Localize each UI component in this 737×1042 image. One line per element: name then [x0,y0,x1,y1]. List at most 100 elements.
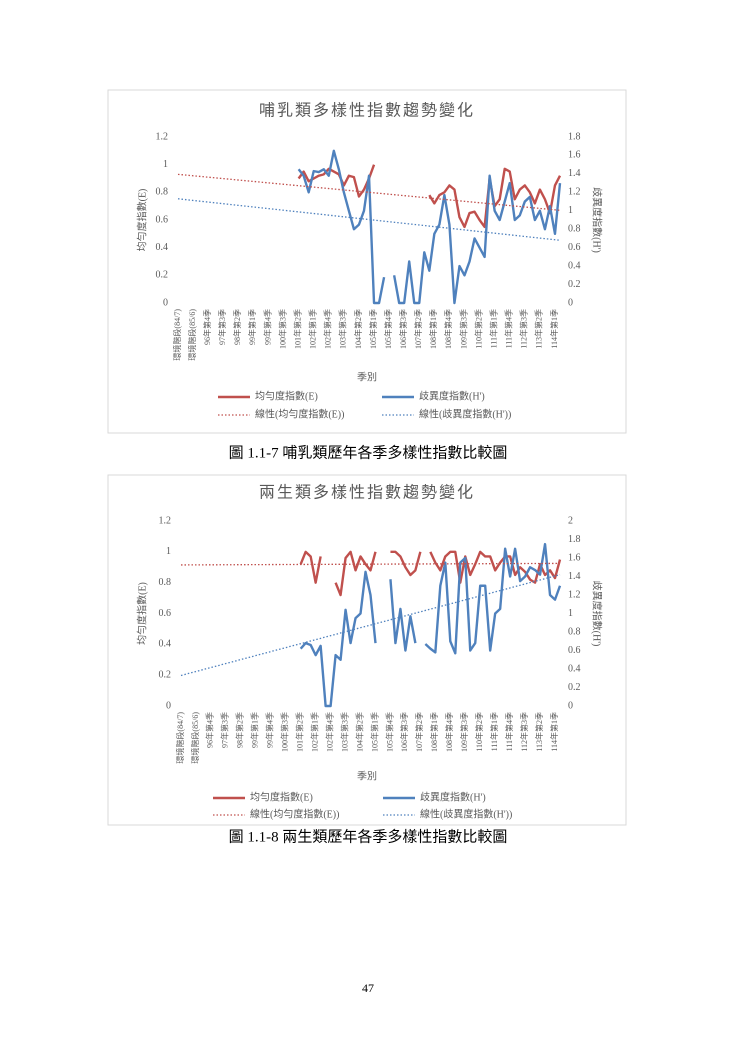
y2-tick-label: 0.8 [568,626,581,637]
x-axis-label: 季別 [357,371,377,383]
x-tick-label: 102年第4季 [324,712,334,752]
x-tick-label: 106年第3季 [398,309,408,349]
x-tick-label: 113年第2季 [534,712,544,752]
y2-tick-label: 0 [568,297,573,308]
x-tick-label: 107年第2季 [414,712,424,752]
chart-title: 兩生類多樣性指數趨勢變化 [259,484,475,502]
y2-tick-label: 1.6 [568,150,581,161]
y-tick-label: 1 [166,546,171,557]
x-tick-label: 環境階段(84/7) [172,309,182,361]
page-number: 47 [362,981,374,995]
y2-tick-label: 0.6 [568,645,581,656]
caption: 圖 1.1-7 哺乳類歷年各季多樣性指數比較圖 [229,443,508,461]
y2-tick-label: 1.2 [568,187,581,198]
y-tick-label: 1 [163,159,168,170]
x-tick-label: 101年第2季 [292,309,302,349]
y2-tick-label: 1.4 [568,571,581,582]
x-tick-label: 105年第1季 [369,712,379,752]
y-tick-label: 1.2 [156,131,169,142]
x-tick-label: 96年第4季 [202,309,212,345]
x-tick-label: 99年第1季 [247,309,257,345]
x-tick-label: 108年第4季 [444,712,454,752]
x-tick-label: 100年第3季 [277,309,287,349]
y2-tick-label: 1.2 [568,589,581,600]
data-line [299,542,562,708]
y-tick-label: 0.4 [159,639,172,650]
y-tick-label: 0.6 [159,608,172,619]
legend-label: 線性(歧異度指數(H')) [420,807,512,820]
y-axis-label: 均勻度指數(E) [135,582,148,645]
x-tick-label: 114年第1季 [549,712,559,752]
y-tick-label: 0.4 [156,242,169,253]
x-tick-label: 103年第3季 [338,309,348,349]
x-tick-label: 111年第1季 [488,309,498,348]
y2-axis-label: 歧異度指數(H') [591,187,604,253]
x-tick-label: 環境階段(85/6) [187,309,197,361]
y-tick-label: 0 [166,700,171,711]
x-tick-label: 99年第4季 [265,712,275,748]
x-tick-label: 106年第3季 [399,712,409,752]
x-tick-label: 111年第1季 [489,712,499,751]
x-tick-label: 105年第4季 [384,712,394,752]
y-tick-label: 1.2 [159,515,172,526]
y2-tick-label: 0.2 [568,682,581,693]
x-tick-label: 110年第2季 [474,712,484,752]
legend-label: 線性(均勻度指數(E)) [250,807,339,820]
trend-line [177,173,561,211]
x-tick-label: 102年第1季 [308,309,318,349]
x-tick-label: 113年第2季 [534,309,544,349]
y-tick-label: 0.2 [156,270,169,281]
y2-tick-label: 2 [568,515,573,526]
x-tick-label: 104年第2季 [353,309,363,349]
y2-tick-label: 0 [568,700,573,711]
y-tick-label: 0.8 [159,577,172,588]
x-tick-label: 環境階段(84/7) [175,712,185,764]
x-tick-label: 98年第2季 [232,309,242,345]
trend-line [177,198,561,241]
data-line [297,149,562,305]
x-axis-label: 季別 [357,770,377,782]
x-tick-label: 97年第3季 [217,309,227,345]
x-tick-label: 114年第1季 [549,309,559,349]
legend-label: 均勻度指數(E) [255,389,318,402]
y2-axis-label: 歧異度指數(H') [591,581,604,647]
x-tick-label: 104年第2季 [354,712,364,752]
y2-tick-label: 0.4 [568,663,581,674]
x-tick-label: 112年第3季 [519,712,529,752]
y2-tick-label: 0.8 [568,224,581,235]
x-tick-label: 100年第3季 [280,712,290,752]
trend-line [180,562,561,566]
x-tick-label: 105年第4季 [383,309,393,349]
x-tick-label: 環境階段(85/6) [190,712,200,764]
x-tick-label: 107年第2季 [413,309,423,349]
x-tick-label: 102年第4季 [323,309,333,349]
x-tick-label: 112年第3季 [519,309,529,349]
x-tick-label: 103年第3季 [339,712,349,752]
trend-line [180,574,561,677]
x-tick-label: 108年第1季 [429,712,439,752]
x-tick-label: 111年第4季 [504,712,514,751]
y-tick-label: 0.2 [159,669,172,680]
y-tick-label: 0.8 [156,187,169,198]
x-tick-label: 109年第3季 [458,309,468,349]
y-tick-label: 0.6 [156,214,169,225]
y2-tick-label: 1.6 [568,552,581,563]
x-tick-label: 110年第2季 [473,309,483,349]
legend-label: 線性(歧異度指數(H')) [419,407,511,420]
y2-tick-label: 1.8 [568,534,581,545]
x-tick-label: 111年第4季 [504,309,514,348]
x-tick-label: 99年第1季 [250,712,260,748]
data-line [299,550,562,597]
x-tick-label: 99年第4季 [262,309,272,345]
x-tick-label: 98年第2季 [235,712,245,748]
y2-tick-label: 1.8 [568,131,581,142]
chart-title: 哺乳類多樣性指數趨勢變化 [259,102,475,120]
y2-tick-label: 0.4 [568,260,581,271]
y2-tick-label: 0.2 [568,279,581,290]
y2-tick-label: 0.6 [568,242,581,253]
x-tick-label: 102年第1季 [309,712,319,752]
legend-label: 歧異度指數(H') [419,389,485,402]
x-tick-label: 105年第1季 [368,309,378,349]
caption: 圖 1.1-8 兩生類歷年各季多樣性指數比較圖 [229,827,508,845]
